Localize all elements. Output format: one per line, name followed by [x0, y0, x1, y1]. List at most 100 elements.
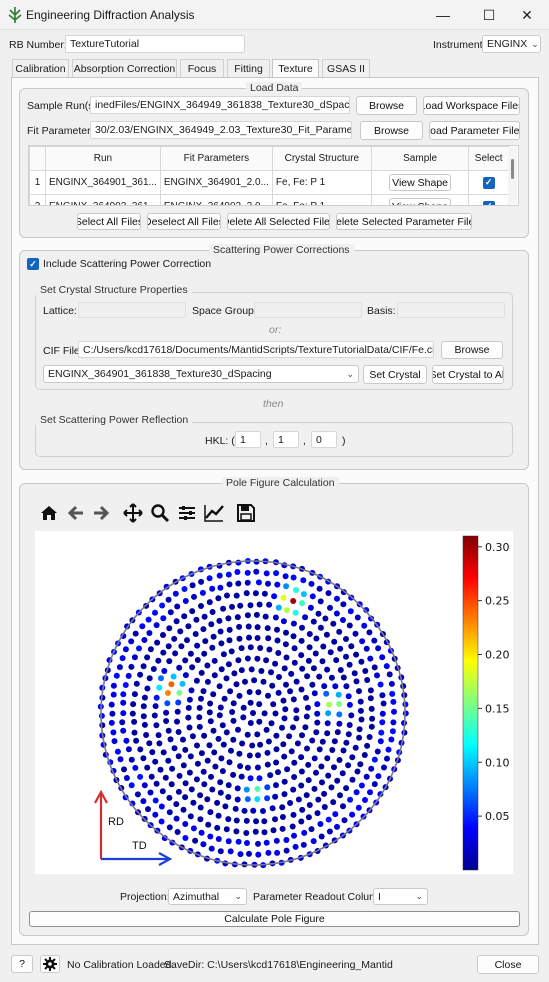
- sample-runs-input[interactable]: inedFiles/ENGINX_364949_361838_Texture30…: [90, 96, 350, 114]
- select-all-files-button[interactable]: Select All Files: [77, 213, 141, 230]
- projection-select[interactable]: Azimuthal ⌄: [168, 888, 247, 905]
- edit-axis-icon[interactable]: [203, 503, 225, 523]
- scrollbar-thumb[interactable]: [511, 159, 514, 179]
- pole-point: [172, 590, 179, 597]
- include-scattering-checkbox[interactable]: ✓: [27, 258, 39, 270]
- pole-point: [236, 692, 243, 699]
- pole-point: [343, 653, 349, 660]
- zoom-icon[interactable]: [149, 503, 171, 523]
- pole-point: [352, 744, 359, 751]
- pole-point: [366, 629, 373, 636]
- cif-browse-button[interactable]: Browse: [441, 341, 503, 359]
- run-cell[interactable]: ENGINX_364901_361...: [44, 170, 161, 195]
- pole-point: [264, 749, 271, 756]
- chevron-down-icon: ⌄: [234, 891, 242, 901]
- home-icon[interactable]: [38, 503, 60, 523]
- tab-texture[interactable]: Texture: [272, 59, 319, 78]
- close-button[interactable]: Close: [477, 955, 539, 974]
- maximize-button[interactable]: ☐: [482, 6, 496, 23]
- view-shape-button[interactable]: View Shape: [389, 198, 452, 205]
- pole-figure-canvas[interactable]: RD TD 0.05 0.10 0.15 0.20 0.25 0.30: [35, 531, 513, 874]
- pole-point: [303, 694, 309, 701]
- instrument-select[interactable]: ENGINX ⌄: [482, 35, 541, 53]
- pole-point: [290, 724, 296, 731]
- rb-number-input[interactable]: TextureTutorial: [65, 35, 245, 53]
- tab-calibration[interactable]: Calibration: [12, 59, 69, 77]
- save-icon[interactable]: [235, 503, 257, 523]
- fit-parameters-cell[interactable]: ENGINX_364901_2.0...: [159, 170, 273, 195]
- configure-subplots-icon[interactable]: [176, 503, 198, 523]
- pole-point: [226, 759, 233, 766]
- pole-point: [175, 699, 182, 706]
- pole-point: [281, 778, 288, 785]
- pole-point: [337, 667, 344, 673]
- workspace-select[interactable]: ENGINX_364901_361838_Texture30_dSpacing …: [43, 365, 359, 383]
- deselect-all-files-button[interactable]: Deselect All Files: [147, 213, 221, 230]
- back-arrow-icon[interactable]: [65, 503, 87, 523]
- help-button[interactable]: ?: [11, 955, 33, 973]
- tab-fitting[interactable]: Fitting: [227, 59, 270, 77]
- set-crystal-to-all-button[interactable]: Set Crystal to All: [432, 365, 504, 384]
- column-header-run[interactable]: Run: [44, 146, 161, 171]
- pole-point: [256, 775, 263, 782]
- table-row[interactable]: 2 ENGINX_364902_361... ENGINX_364902_2.0…: [29, 194, 509, 205]
- load-parameter-files-button[interactable]: Load Parameter Files: [429, 121, 520, 140]
- hkl-h-input[interactable]: 1: [235, 431, 261, 448]
- row-select-checkbox[interactable]: ✓: [482, 176, 495, 189]
- run-cell[interactable]: ENGINX_364902_361...: [44, 194, 161, 205]
- chevron-down-icon: ⌄: [415, 891, 423, 901]
- sample-browse-button[interactable]: Browse: [356, 96, 417, 115]
- view-shape-button[interactable]: View Shape: [389, 174, 452, 191]
- crystal-structure-cell[interactable]: Fe, Fe: P 1: [271, 194, 372, 205]
- column-header-fit-parameters[interactable]: Fit Parameters: [159, 146, 273, 171]
- pan-icon[interactable]: [122, 503, 144, 523]
- pole-point: [209, 644, 216, 651]
- lattice-input[interactable]: [78, 302, 186, 318]
- pole-point: [173, 618, 180, 625]
- pole-point: [306, 802, 313, 808]
- table-scrollbar[interactable]: [508, 147, 517, 204]
- pole-point: [276, 674, 282, 680]
- basis-input[interactable]: [397, 302, 505, 318]
- runs-table[interactable]: Run Fit Parameters Crystal Structure Sam…: [28, 145, 519, 206]
- calculate-pole-figure-button[interactable]: Calculate Pole Figure: [29, 911, 520, 927]
- delete-all-selected-files-button[interactable]: Delete All Selected Files: [227, 213, 330, 230]
- hkl-k-input[interactable]: 1: [273, 431, 299, 448]
- tab-absorption-correction[interactable]: Absorption Correction: [72, 59, 177, 77]
- hkl-l-input[interactable]: 0: [311, 431, 337, 448]
- column-header-sample[interactable]: Sample: [370, 146, 470, 171]
- pole-point: [290, 786, 297, 793]
- pole-figure-plot[interactable]: RD TD 0.05 0.10 0.15 0.20 0.25 0.30: [35, 531, 513, 874]
- fit-parameters-cell[interactable]: ENGINX_364902_2.0...: [159, 194, 273, 205]
- cif-file-input[interactable]: C:/Users/kcd17618/Documents/MantidScript…: [78, 341, 434, 358]
- column-header-select[interactable]: Select: [468, 146, 509, 171]
- tab-focus[interactable]: Focus: [180, 59, 224, 77]
- forward-arrow-icon[interactable]: [90, 503, 112, 523]
- fit-browse-button[interactable]: Browse: [360, 121, 423, 140]
- pole-point: [353, 651, 360, 658]
- sample-cell: View Shape: [370, 194, 470, 205]
- set-crystal-button[interactable]: Set Crystal: [363, 365, 427, 384]
- pole-point: [346, 622, 353, 629]
- fit-parameters-input[interactable]: 30/2.03/ENGINX_364949_2.03_Texture30_Fit…: [90, 121, 352, 139]
- load-workspace-files-button[interactable]: Load Workspace Files: [423, 96, 520, 115]
- row-select-checkbox[interactable]: ✓: [482, 200, 495, 205]
- pole-point: [244, 569, 251, 576]
- readout-column-select[interactable]: I ⌄: [373, 888, 428, 905]
- column-header-crystal-structure[interactable]: Crystal Structure: [271, 146, 372, 171]
- close-window-button[interactable]: ✕: [521, 6, 533, 23]
- table-row[interactable]: 1 ENGINX_364901_361... ENGINX_364901_2.0…: [29, 170, 509, 195]
- space-group-input[interactable]: [254, 302, 362, 318]
- pole-point: [137, 671, 144, 678]
- pole-point: [280, 618, 287, 625]
- pole-point: [129, 800, 136, 807]
- crystal-structure-cell[interactable]: Fe, Fe: P 1: [271, 170, 372, 195]
- minimize-button[interactable]: —: [436, 7, 450, 23]
- colorbar-tick-label: 0.30: [485, 541, 510, 554]
- pole-point: [300, 591, 307, 598]
- delete-selected-parameter-files-button[interactable]: Delete Selected Parameter Files: [336, 213, 472, 230]
- pole-point: [281, 665, 288, 672]
- tab-gsas-ii[interactable]: GSAS II: [322, 59, 370, 77]
- pole-point: [292, 843, 299, 850]
- settings-button[interactable]: [40, 955, 60, 973]
